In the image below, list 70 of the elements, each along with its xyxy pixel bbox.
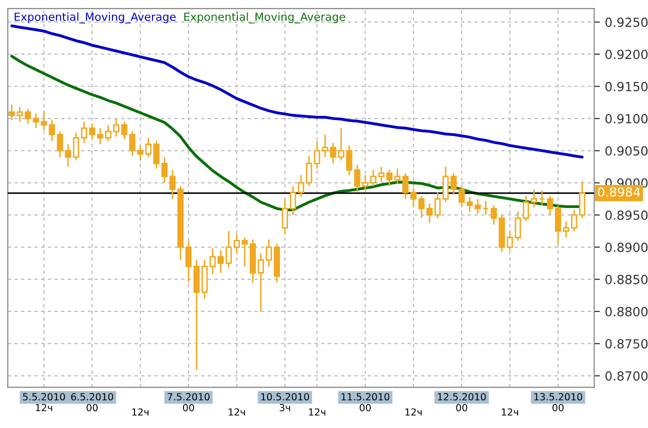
candlestick	[482, 200, 489, 216]
candlestick	[40, 110, 48, 131]
candlestick	[161, 156, 168, 184]
y-tick-label: 0.9100	[605, 114, 648, 124]
y-tick-label: 0.8850	[605, 274, 648, 284]
candlestick	[330, 142, 336, 164]
x-tick-label: 10.5.2010 3ч	[261, 393, 310, 412]
candlestick	[386, 169, 392, 187]
candlestick	[266, 238, 272, 268]
candlestick	[402, 172, 409, 200]
y-tick-label: 0.9150	[605, 82, 648, 92]
candlestick	[169, 169, 176, 200]
candlestick	[522, 195, 530, 222]
text: Exponential_Moving_Average	[184, 12, 346, 24]
candlestick	[32, 112, 39, 129]
candlestick	[24, 108, 31, 124]
candlestick	[290, 185, 296, 216]
line-series	[10, 24, 584, 159]
x-tick-label: 7.5.2010 00	[168, 393, 210, 412]
candlestick	[530, 188, 538, 208]
candlestick	[322, 134, 328, 158]
y-tick-label: 0.8950	[605, 210, 648, 220]
candlestick	[89, 122, 96, 140]
candlestick	[579, 180, 586, 219]
candlestick	[72, 132, 80, 162]
x-tick-label: 11.5.2010 00	[342, 393, 390, 412]
candlestick	[153, 140, 160, 170]
candlestick	[546, 195, 554, 216]
candlestick	[410, 187, 417, 208]
candlestick	[210, 248, 216, 275]
candlestick	[64, 144, 72, 168]
candlestick	[554, 204, 562, 245]
candlestick	[56, 130, 64, 158]
candlestick	[506, 230, 513, 252]
y-tick-label: 0.9200	[605, 50, 648, 60]
ref-line-label: 0.8984	[598, 187, 640, 197]
candlestick	[394, 168, 400, 185]
candlestick	[562, 220, 570, 238]
candlestick	[434, 192, 441, 219]
y-tick-label: 0.9250	[605, 18, 648, 27]
y-tick-label: 0.8700	[605, 371, 648, 381]
x-tick-label: 12ч	[309, 408, 326, 416]
candlestick	[145, 137, 152, 158]
candlestick	[306, 155, 312, 187]
candlestick	[298, 174, 304, 198]
x-tick-label: 12ч	[228, 408, 245, 416]
y-tick-label: 0.8800	[605, 306, 648, 316]
y-tick-label: 0.9050	[605, 146, 648, 156]
candlestick	[418, 195, 425, 219]
y-tick-label: 0.8750	[605, 339, 648, 349]
candlestick	[185, 240, 192, 284]
candlestick	[450, 172, 457, 196]
candlestick	[426, 202, 433, 224]
candlestick	[571, 209, 578, 232]
candlestick	[80, 121, 88, 144]
candlestick	[314, 140, 320, 170]
candlestick	[48, 119, 56, 142]
x-tick-label: 13.5.2010 00	[534, 393, 582, 412]
candlestick	[514, 211, 522, 242]
candlestick	[282, 198, 288, 235]
x-tick-label: 12ч	[132, 408, 148, 416]
series-label: Exponential_Moving_Average	[14, 12, 176, 24]
y-tick-label: 0.8900	[605, 242, 648, 252]
x-tick-label: 12ч	[405, 408, 422, 416]
candlestick	[442, 166, 449, 203]
x-tick-label: 12ч	[502, 408, 518, 416]
x-tick-label: 5.5.2010 12ч	[23, 393, 65, 412]
candlestick	[538, 190, 546, 206]
x-tick-label: 12.5.2010 00	[438, 393, 486, 412]
x-tick-label: 6.5.2010 00	[71, 393, 114, 412]
